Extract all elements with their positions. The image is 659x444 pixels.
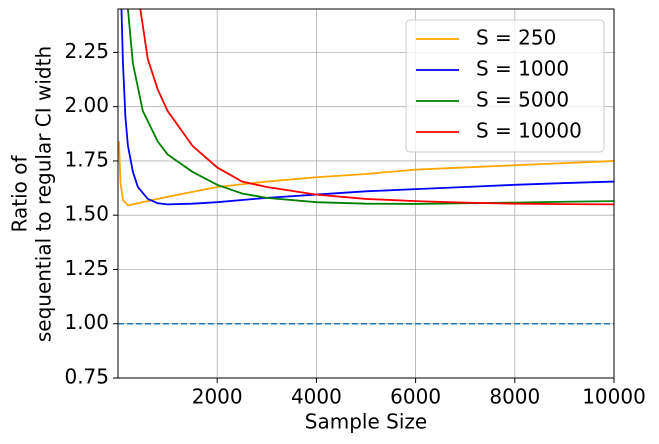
legend-label: S = 10000 xyxy=(476,119,582,143)
y-tick-label: 1.25 xyxy=(64,256,109,280)
legend: S = 250 S = 1000 S = 5000 S = 10000 xyxy=(405,19,605,153)
x-tick-label: 8000 xyxy=(489,385,540,409)
y-tick-label: 1.50 xyxy=(64,202,109,226)
series-line xyxy=(120,9,614,206)
y-tick-label: 2.00 xyxy=(64,93,109,117)
legend-label: S = 250 xyxy=(476,26,556,50)
legend-label: S = 5000 xyxy=(476,88,569,112)
x-tick-label: 4000 xyxy=(291,385,342,409)
series-line xyxy=(118,141,614,207)
y-tick-label: 1.00 xyxy=(64,310,109,334)
x-tick-label: 10000 xyxy=(582,385,646,409)
y-tick-label: 1.75 xyxy=(64,147,109,171)
x-tick-label: 6000 xyxy=(390,385,441,409)
ticks: 2000 4000 6000 8000 10000 0.75 1.00 1.25 1.50 1.7… xyxy=(64,39,645,409)
plot-frame xyxy=(117,8,615,379)
legend-label: S = 1000 xyxy=(476,57,569,81)
x-axis-label: Sample Size xyxy=(305,410,427,434)
y-tick-label: 2.25 xyxy=(64,39,109,63)
series-line xyxy=(139,9,614,206)
y-axis-label: sequential to regular CI width xyxy=(32,46,56,342)
x-tick-label: 2000 xyxy=(192,385,243,409)
y-tick-label: 0.75 xyxy=(64,365,109,389)
plot-lines xyxy=(118,9,614,325)
legend-box xyxy=(405,19,605,153)
y-axis-label: Ratio of xyxy=(8,155,32,233)
